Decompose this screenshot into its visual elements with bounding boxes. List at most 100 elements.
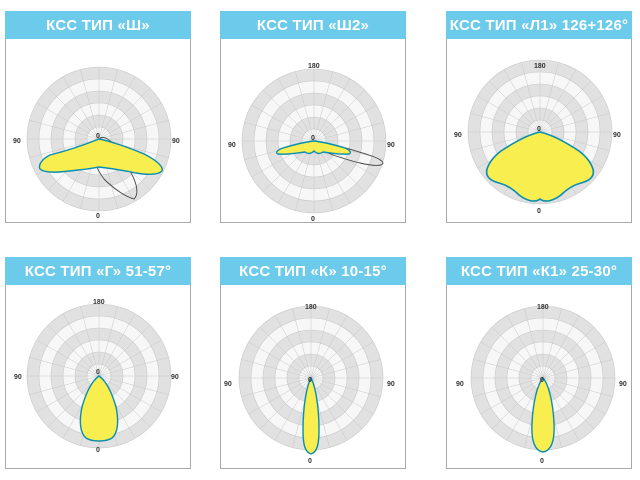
grid-spoke <box>488 80 541 133</box>
grid-spoke <box>47 375 100 428</box>
grid-spoke <box>274 377 312 441</box>
diagram-title: КСС ТИП «К» 10-15° <box>220 257 406 285</box>
intensity-curve <box>38 138 163 176</box>
grid-spoke <box>241 377 312 397</box>
grid-spoke <box>491 377 544 430</box>
grid-spoke <box>259 326 312 379</box>
grid-spoke <box>477 95 541 133</box>
label-right: 90 <box>172 138 180 145</box>
grid-spoke <box>480 341 544 379</box>
diagram-title: КСС ТИП «Ш2» <box>220 11 406 39</box>
label-top: 180 <box>308 63 320 70</box>
diagram-title: КСС ТИП «Г» 51-57° <box>5 257 191 285</box>
grid-spoke <box>98 87 151 140</box>
grid-spoke <box>295 71 315 142</box>
intensity-curve <box>531 376 555 453</box>
grid-spoke <box>506 315 544 379</box>
label-center: 0 <box>537 126 541 133</box>
grid-spoke <box>542 315 580 379</box>
grid-spoke <box>310 315 348 379</box>
label-bottom: 0 <box>311 216 315 222</box>
grid-spoke <box>47 87 100 140</box>
grid-spoke <box>480 377 544 415</box>
polar-diagram: 180 90 90 0 0 <box>14 299 179 454</box>
grid-spoke <box>473 377 544 397</box>
grid-spoke <box>98 102 162 140</box>
grid-spoke <box>80 69 100 140</box>
grid-spoke <box>274 315 312 379</box>
grid-spoke <box>542 377 606 415</box>
grid-spoke <box>539 95 603 133</box>
intensity-curve <box>79 375 119 442</box>
grid-spoke <box>251 104 315 142</box>
intensity-curve <box>302 376 320 455</box>
label-top: 180 <box>93 299 105 306</box>
grid-spoke <box>310 341 374 379</box>
grid-spoke <box>542 377 595 430</box>
polar-diagram: 180 90 90 0 0 <box>454 59 621 215</box>
grid-spoke <box>539 113 610 133</box>
intensity-curve <box>485 131 595 202</box>
diagram-title: КСС ТИП «К1» 25-30° <box>446 257 632 285</box>
label-left: 90 <box>456 381 464 388</box>
grid-spoke <box>310 377 363 430</box>
label-center: 0 <box>540 377 544 384</box>
grid-spoke <box>98 375 151 428</box>
polar-diagram: 180 90 90 0 0 <box>228 63 395 222</box>
grid-spoke <box>36 375 100 413</box>
grid-spoke <box>29 138 100 158</box>
grid-spoke <box>310 377 381 397</box>
label-right: 90 <box>387 381 395 388</box>
label-bottom: 0 <box>537 208 541 215</box>
diagram-card-sh2: КСС ТИП «Ш2» 180 90 90 0 0 <box>220 11 406 223</box>
label-center: 0 <box>96 133 100 140</box>
grid-spoke <box>98 76 136 140</box>
grid-spoke <box>313 89 366 142</box>
diagram-title: КСС ТИП «Л1» 126+126° <box>446 11 632 39</box>
grid-spoke <box>539 80 592 133</box>
label-top: 180 <box>537 304 549 311</box>
grid-spoke <box>80 306 100 377</box>
label-bottom: 0 <box>540 458 544 465</box>
label-right: 90 <box>613 132 621 139</box>
label-bottom: 0 <box>96 447 100 454</box>
grid-spoke <box>521 62 541 133</box>
grid-spoke <box>313 104 377 142</box>
grid-spoke <box>262 89 315 142</box>
label-center: 0 <box>311 135 315 142</box>
grid-spoke <box>542 359 613 379</box>
grid-spoke <box>29 120 100 140</box>
grid-spoke <box>98 69 118 140</box>
grid-spoke <box>248 377 312 415</box>
grid-spoke <box>36 102 100 140</box>
grid-spoke <box>98 313 136 377</box>
grid-spoke <box>98 120 169 140</box>
grid-spoke <box>539 69 577 133</box>
grid-spoke <box>62 76 100 140</box>
polar-diagram: 90 90 0 0 <box>13 66 180 220</box>
grid-spoke <box>98 306 118 377</box>
label-left: 90 <box>224 381 232 388</box>
grid-spoke <box>277 78 315 142</box>
intensity-curve <box>275 140 352 155</box>
grid-spoke <box>310 326 363 379</box>
grid-spoke <box>259 377 312 430</box>
grid-spoke <box>29 375 100 395</box>
label-top: 180 <box>534 63 546 70</box>
diagram-card-k: КСС ТИП «К» 10-15° 180 90 90 0 0 <box>220 257 406 469</box>
grid-spoke <box>542 377 613 397</box>
grid-spoke <box>62 313 100 377</box>
grid-spoke <box>470 113 541 133</box>
grid-spoke <box>310 308 330 379</box>
label-top: 180 <box>305 304 317 311</box>
grid-spoke <box>248 341 312 379</box>
grid-spoke <box>542 326 595 379</box>
label-left: 90 <box>14 374 22 381</box>
grid-spoke <box>241 359 312 379</box>
diagram-title: КСС ТИП «Ш» <box>5 11 191 39</box>
grid-spoke <box>292 308 312 379</box>
grid-spoke <box>524 308 544 379</box>
grid-spoke <box>542 341 606 379</box>
grid-spoke <box>98 357 169 377</box>
grid-spoke <box>313 71 333 142</box>
